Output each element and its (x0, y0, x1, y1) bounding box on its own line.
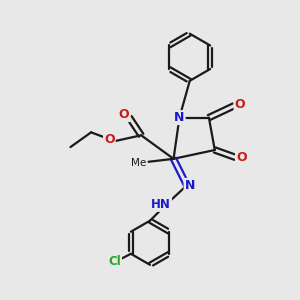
Text: O: O (119, 108, 129, 121)
Text: N: N (184, 179, 195, 192)
Text: O: O (236, 151, 247, 164)
Text: O: O (235, 98, 245, 111)
Text: Me: Me (131, 158, 146, 168)
Text: N: N (174, 111, 184, 124)
Text: O: O (104, 133, 115, 146)
Text: Cl: Cl (108, 255, 121, 268)
Text: HN: HN (151, 198, 171, 211)
